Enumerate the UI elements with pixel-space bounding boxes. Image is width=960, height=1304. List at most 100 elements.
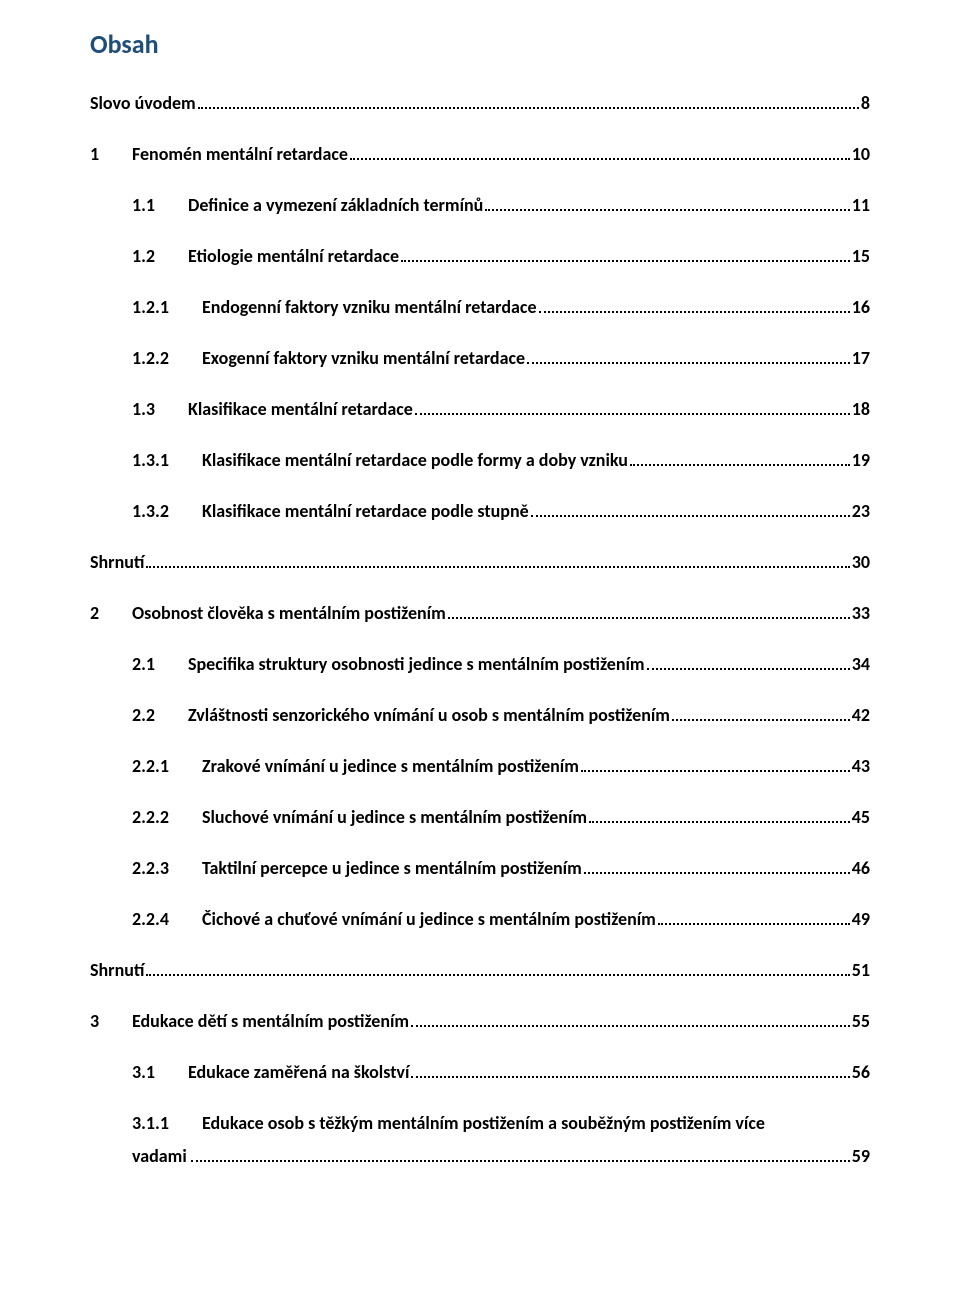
- toc-leader: [485, 209, 849, 211]
- toc-leader: [672, 719, 850, 721]
- toc-page-number: 11: [852, 192, 870, 219]
- toc-leader: [448, 617, 850, 619]
- toc-page: Obsah Slovo úvodem 8 1 Fenomén mentální …: [0, 0, 960, 1222]
- toc-page-number: 19: [852, 447, 870, 474]
- toc-text: Etiologie mentální retardace: [188, 243, 399, 270]
- toc-leader: [581, 770, 850, 772]
- toc-page-number: 51: [852, 957, 870, 984]
- toc-leader: [647, 668, 850, 670]
- toc-number: 2.1: [132, 651, 188, 678]
- toc-entry[interactable]: 2.2.1 Zrakové vnímání u jedince s mentál…: [90, 741, 870, 792]
- toc-page-number: 33: [852, 600, 870, 627]
- toc-page-number: 42: [852, 702, 870, 729]
- toc-number: 1: [90, 141, 132, 168]
- toc-entry[interactable]: 1.3.1 Klasifikace mentální retardace pod…: [90, 435, 870, 486]
- toc-leader: [415, 413, 850, 415]
- toc-number: 1.2.1: [132, 294, 202, 321]
- toc-entry[interactable]: 2 Osobnost člověka s mentálním postižení…: [90, 588, 870, 639]
- toc-entry[interactable]: 1.2.1 Endogenní faktory vzniku mentální …: [90, 282, 870, 333]
- toc-text: Shrnutí: [90, 957, 144, 984]
- toc-entry[interactable]: 2.2 Zvláštnosti senzorického vnímání u o…: [90, 690, 870, 741]
- toc-text: Definice a vymezení základních termínů: [188, 192, 483, 219]
- toc-leader: [531, 515, 850, 517]
- toc-text: Klasifikace mentální retardace: [188, 396, 413, 423]
- toc-entry[interactable]: 2.2.4 Čichové a chuťové vnímání u jedinc…: [90, 894, 870, 945]
- toc-text: Edukace dětí s mentálním postižením: [132, 1008, 409, 1035]
- toc-entry[interactable]: 2.2.3 Taktilní percepce u jedince s ment…: [90, 843, 870, 894]
- toc-number: 1.3: [132, 396, 188, 423]
- toc-page-number: 23: [852, 498, 870, 525]
- toc-page-number: 34: [852, 651, 870, 678]
- toc-text: Klasifikace mentální retardace podle for…: [202, 447, 628, 474]
- toc-number: 2.2.3: [132, 855, 202, 882]
- toc-text: Fenomén mentální retardace: [132, 141, 348, 168]
- toc-number: 2.2.1: [132, 753, 202, 780]
- toc-leader: [527, 362, 850, 364]
- toc-page-number: 45: [852, 804, 870, 831]
- toc-number: 2.2.2: [132, 804, 202, 831]
- toc-page-number: 8: [861, 90, 870, 117]
- toc-text: vadami: [132, 1143, 187, 1170]
- toc-number: 1.3.1: [132, 447, 202, 474]
- toc-text: Specifika struktury osobnosti jedince s …: [188, 651, 645, 678]
- toc-text: Endogenní faktory vzniku mentální retard…: [202, 294, 537, 321]
- toc-number: 3: [90, 1008, 132, 1035]
- toc-leader: [411, 1076, 849, 1078]
- toc-leader: [191, 1160, 850, 1162]
- toc-leader: [401, 260, 850, 262]
- toc-entry[interactable]: 1.2 Etiologie mentální retardace 15: [90, 231, 870, 282]
- toc-leader: [198, 107, 859, 109]
- toc-entry[interactable]: 1.2.2 Exogenní faktory vzniku mentální r…: [90, 333, 870, 384]
- toc-entry[interactable]: 1.3 Klasifikace mentální retardace 18: [90, 384, 870, 435]
- toc-entry[interactable]: Shrnutí 51: [90, 945, 870, 996]
- toc-page-number: 43: [852, 753, 870, 780]
- toc-text: Klasifikace mentální retardace podle stu…: [202, 498, 529, 525]
- toc-leader: [539, 311, 850, 313]
- toc-number: 3.1: [132, 1059, 188, 1086]
- toc-entry[interactable]: 2.1 Specifika struktury osobnosti jedinc…: [90, 639, 870, 690]
- toc-number: 2.2: [132, 702, 188, 729]
- toc-entry[interactable]: 3.1.1 Edukace osob s těžkým mentálním po…: [90, 1098, 870, 1137]
- toc-text: Shrnutí: [90, 549, 144, 576]
- toc-page-number: 17: [852, 345, 870, 372]
- toc-number: 2.2.4: [132, 906, 202, 933]
- toc-entry[interactable]: Shrnutí 30: [90, 537, 870, 588]
- toc-page-number: 59: [852, 1143, 870, 1170]
- toc-entry[interactable]: 2.2.2 Sluchové vnímání u jedince s mentá…: [90, 792, 870, 843]
- toc-page-number: 16: [852, 294, 870, 321]
- toc-heading: Obsah: [90, 28, 870, 60]
- toc-number: 2: [90, 600, 132, 627]
- toc-number: 1.2: [132, 243, 188, 270]
- toc-leader: [630, 464, 850, 466]
- toc-entry[interactable]: 3.1 Edukace zaměřená na školství 56: [90, 1047, 870, 1098]
- toc-entry-continuation[interactable]: vadami 59: [90, 1137, 870, 1182]
- toc-number: 1.1: [132, 192, 188, 219]
- toc-number: 1.3.2: [132, 498, 202, 525]
- toc-page-number: 56: [852, 1059, 870, 1086]
- toc-number: 3.1.1: [132, 1110, 202, 1137]
- toc-entry[interactable]: 3 Edukace dětí s mentálním postižením 55: [90, 996, 870, 1047]
- toc-page-number: 10: [852, 141, 870, 168]
- toc-entry[interactable]: 1.3.2 Klasifikace mentální retardace pod…: [90, 486, 870, 537]
- toc-text: Zvláštnosti senzorického vnímání u osob …: [188, 702, 670, 729]
- toc-entry[interactable]: 1 Fenomén mentální retardace 10: [90, 129, 870, 180]
- toc-text: Osobnost člověka s mentálním postižením: [132, 600, 446, 627]
- toc-leader: [658, 923, 850, 925]
- toc-list: Slovo úvodem 8 1 Fenomén mentální retard…: [90, 78, 870, 1182]
- toc-leader: [584, 872, 850, 874]
- toc-text: Edukace osob s těžkým mentálním postižen…: [202, 1110, 765, 1137]
- toc-leader: [146, 974, 849, 976]
- toc-page-number: 30: [852, 549, 870, 576]
- toc-page-number: 15: [852, 243, 870, 270]
- toc-page-number: 49: [852, 906, 870, 933]
- toc-leader: [146, 566, 849, 568]
- toc-entry[interactable]: 1.1 Definice a vymezení základních termí…: [90, 180, 870, 231]
- toc-text: Edukace zaměřená na školství: [188, 1059, 409, 1086]
- toc-text: Taktilní percepce u jedince s mentálním …: [202, 855, 582, 882]
- toc-text: Zrakové vnímání u jedince s mentálním po…: [202, 753, 579, 780]
- toc-text: Exogenní faktory vzniku mentální retarda…: [202, 345, 525, 372]
- toc-entry[interactable]: Slovo úvodem 8: [90, 78, 870, 129]
- toc-text: Sluchové vnímání u jedince s mentálním p…: [202, 804, 587, 831]
- toc-leader: [350, 158, 850, 160]
- toc-leader: [411, 1025, 850, 1027]
